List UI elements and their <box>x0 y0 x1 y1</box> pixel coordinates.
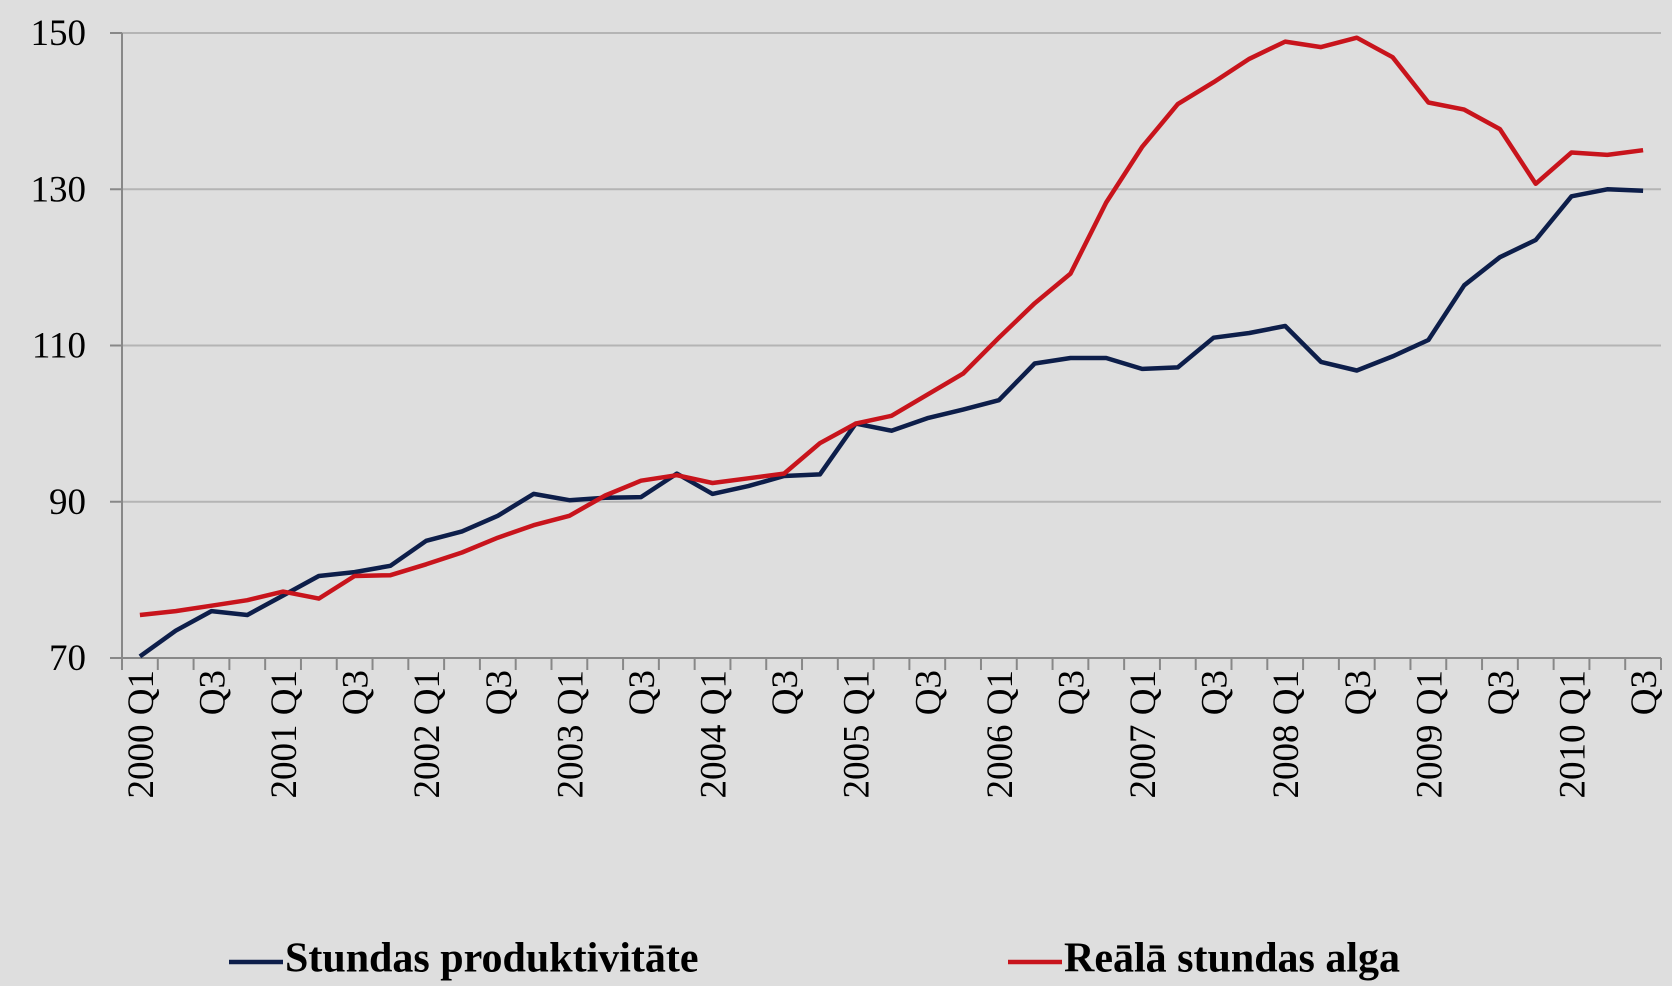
legend-label: Reālā stundas alga <box>1064 936 1400 982</box>
x-tick-label: 2002 Q1 <box>407 670 448 798</box>
x-tick-label: 2008 Q1 <box>1266 670 1307 798</box>
x-tick-label: Q3 <box>1481 670 1522 715</box>
x-tick-label: 2005 Q1 <box>837 670 878 798</box>
x-tick-label: Q3 <box>765 670 806 715</box>
x-tick-label: Q3 <box>479 670 520 715</box>
x-tick-label: Q3 <box>1195 670 1236 715</box>
x-tick-label: Q3 <box>1338 670 1379 715</box>
x-tick-label: 2003 Q1 <box>550 670 591 798</box>
x-tick-label: Q3 <box>622 670 663 715</box>
x-tick-label: 2004 Q1 <box>694 670 735 798</box>
x-tick-label: Q3 <box>336 670 377 715</box>
x-tick-label: 2001 Q1 <box>264 670 305 798</box>
x-tick-label: Q3 <box>908 670 949 715</box>
x-tick-label: Q3 <box>192 670 233 715</box>
y-tick-label: 90 <box>49 482 86 523</box>
x-tick-label: 2006 Q1 <box>980 670 1021 798</box>
line-series <box>139 35 1644 618</box>
x-tick-label: 2009 Q1 <box>1409 670 1450 798</box>
legend-label: Stundas produktivitāte <box>285 936 699 982</box>
y-tick-label: 110 <box>32 326 86 367</box>
y-tick-label: 70 <box>49 638 86 679</box>
x-tick-label: 2007 Q1 <box>1123 670 1164 798</box>
x-tick-label: 2010 Q1 <box>1553 670 1594 798</box>
x-tick-label: Q3 <box>1624 670 1665 715</box>
y-tick-label: 150 <box>31 13 87 54</box>
x-tick-label: Q3 <box>1051 670 1092 715</box>
line-series <box>138 187 1644 659</box>
x-tick-label: 2000 Q1 <box>121 670 162 798</box>
y-tick-label: 130 <box>31 169 87 210</box>
